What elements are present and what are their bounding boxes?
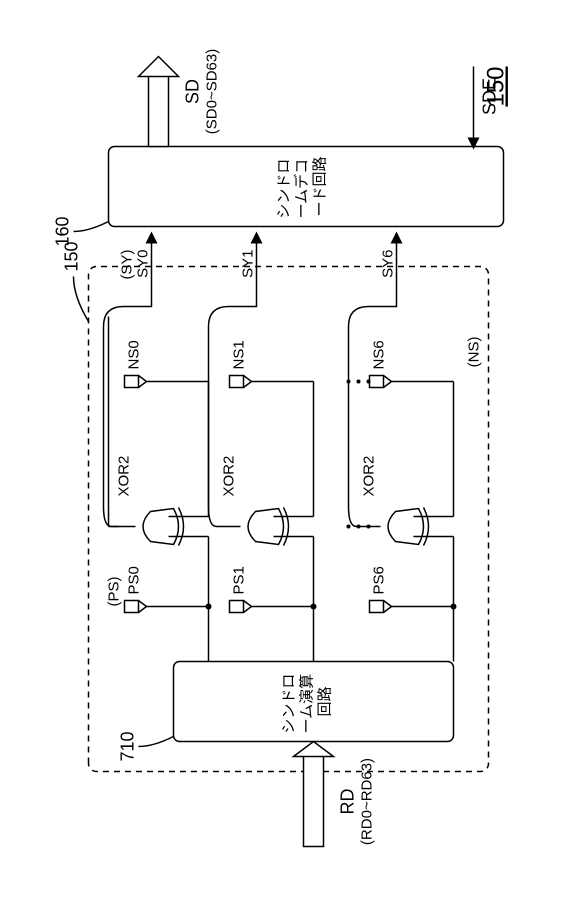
svg-text:(RD0~RD63): (RD0~RD63) [359, 758, 376, 845]
decode-ref-leader [74, 222, 109, 232]
svg-text:PS0: PS0 [126, 566, 143, 594]
outer-ref-leader [74, 277, 89, 322]
svg-text:XOR2: XOR2 [361, 456, 378, 497]
svg-text:NS1: NS1 [231, 340, 248, 369]
svg-text:NS0: NS0 [126, 340, 143, 369]
syndrome-decode-text: シンドロ ームデコ ード回路 [276, 154, 329, 218]
sde-label: SDE [480, 78, 500, 115]
svg-text:RD: RD [338, 789, 358, 815]
svg-text:SY0: SY0 [135, 250, 152, 278]
calc-ref-leader [139, 737, 174, 747]
svg-text:XOR2: XOR2 [116, 456, 133, 497]
sy-group-label: (SY) [119, 249, 136, 279]
ellipsis [347, 380, 371, 529]
row-1: PS1 NS1 XOR2 SY1 [209, 235, 317, 662]
syndrome-calc-text: シンドロ ーム演算 回路 [281, 669, 334, 733]
sd-output: SD (SD0~SD63) [139, 49, 221, 147]
ps-group-label: (PS) [106, 576, 123, 606]
svg-text:SY1: SY1 [240, 250, 257, 278]
svg-text:PS6: PS6 [371, 566, 388, 594]
svg-text:NS6: NS6 [371, 340, 388, 369]
svg-text:SY6: SY6 [380, 250, 397, 278]
decode-ref: 160 [53, 216, 73, 246]
rd-input: RD (RD0~RD63) [294, 742, 376, 847]
ns-group-label: (NS) [466, 336, 483, 367]
row-2: PS6 NS6 XOR2 SY6 [349, 235, 457, 662]
calc-ref: 710 [118, 731, 138, 761]
svg-text:XOR2: XOR2 [221, 456, 238, 497]
svg-text:(SD0~SD63): (SD0~SD63) [204, 49, 221, 134]
svg-text:SD: SD [183, 79, 203, 104]
svg-text:PS1: PS1 [231, 566, 248, 594]
